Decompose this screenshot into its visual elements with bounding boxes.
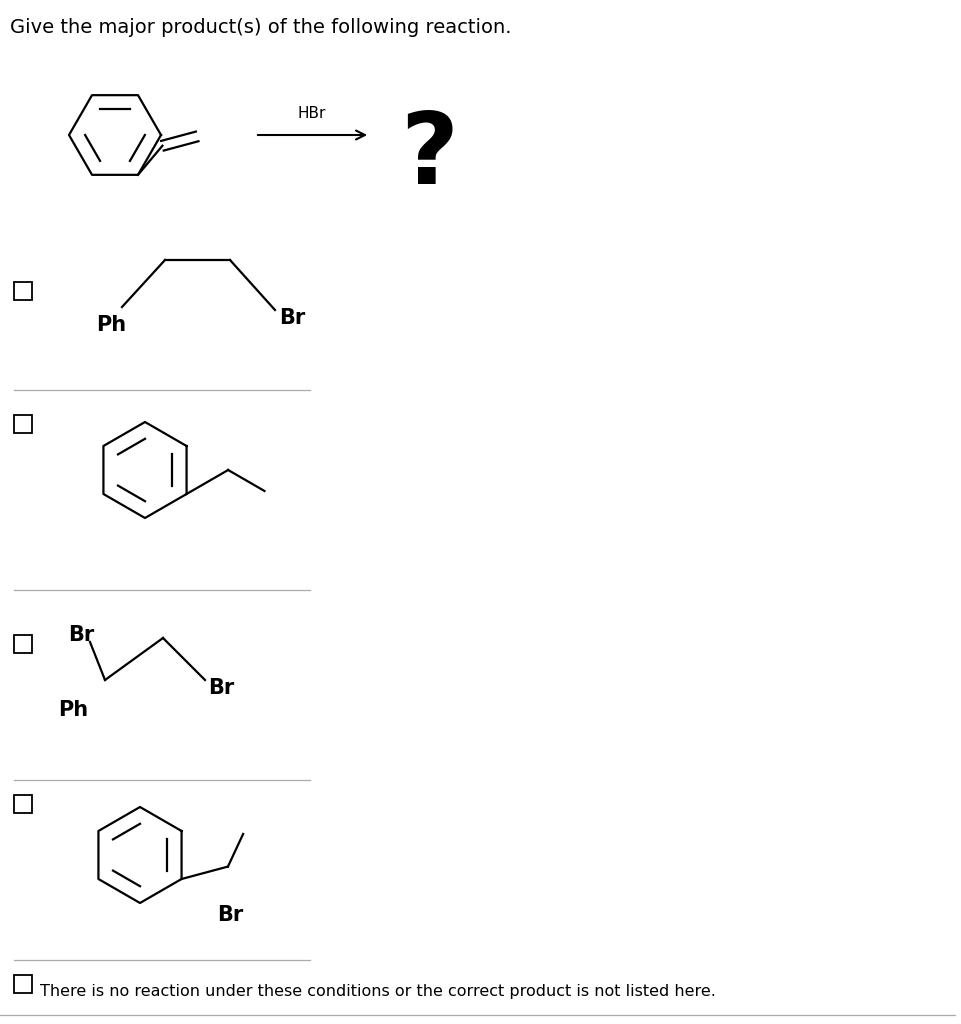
Text: HBr: HBr [298, 106, 326, 121]
Bar [14, 795, 32, 813]
Bar [14, 635, 32, 653]
Text: Ph: Ph [58, 700, 88, 720]
Text: Ph: Ph [96, 315, 126, 335]
Text: ?: ? [400, 108, 458, 205]
Bar [14, 282, 32, 300]
Text: Give the major product(s) of the following reaction.: Give the major product(s) of the followi… [10, 18, 511, 37]
Text: Br: Br [208, 678, 234, 698]
Text: Br: Br [217, 904, 243, 925]
Bar [14, 415, 32, 433]
Text: Br: Br [68, 625, 94, 645]
Bar [14, 975, 32, 993]
Text: Br: Br [279, 308, 306, 328]
Text: There is no reaction under these conditions or the correct product is not listed: There is no reaction under these conditi… [40, 984, 716, 999]
